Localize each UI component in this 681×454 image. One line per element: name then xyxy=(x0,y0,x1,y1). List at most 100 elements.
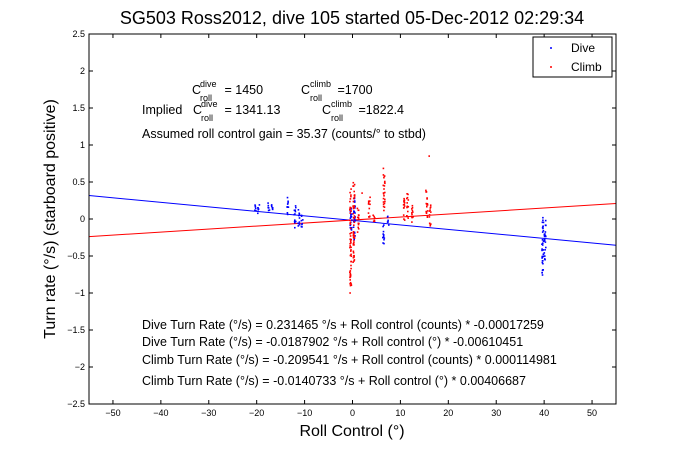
c-dive-value: = 1450 xyxy=(221,83,263,97)
data-point-dive-13-8 xyxy=(544,255,546,257)
data-point-climb-2-6 xyxy=(357,228,360,230)
data-point-dive-10-10 xyxy=(383,242,385,245)
fit-equation-climb-degrees: Climb Turn Rate (°/s) = -0.0140733 °/s +… xyxy=(142,374,526,388)
data-point-climb-9-15 xyxy=(426,204,428,206)
data-point-climb-1-22 xyxy=(352,200,355,203)
x-tick-label: 50 xyxy=(587,408,597,418)
data-point-climb-0-27 xyxy=(349,240,352,243)
data-point-dive-10-5 xyxy=(383,224,385,226)
data-point-climb-2-3 xyxy=(357,226,359,229)
data-point-climb-5-8 xyxy=(382,201,385,203)
data-point-climb-5-20 xyxy=(384,182,386,185)
data-point-climb-9-6 xyxy=(425,191,428,193)
data-point-dive-2-5 xyxy=(267,206,269,209)
implied-climb-base: C xyxy=(322,103,331,117)
data-point-dive-12-32 xyxy=(541,243,543,245)
data-point-dive-13-18 xyxy=(545,246,547,249)
data-point-climb-8-6 xyxy=(411,213,413,216)
data-point-climb-6-12 xyxy=(403,219,406,221)
data-point-climb-0-16 xyxy=(350,238,352,241)
data-point-dive-6-8 xyxy=(298,221,301,223)
y-tick-label: −0.5 xyxy=(67,251,85,261)
fit-equations: Dive Turn Rate (°/s) = 0.231465 °/s + Ro… xyxy=(142,318,557,388)
data-point-climb-5-11 xyxy=(382,192,385,194)
data-point-dive-8-7 xyxy=(350,208,353,210)
implied-climb-sub: roll xyxy=(331,113,343,123)
data-point-dive-12-26 xyxy=(541,249,543,252)
data-point-climb-8-11 xyxy=(412,211,414,213)
data-point-dive-0-3 xyxy=(255,209,257,212)
data-point-dive-12-11 xyxy=(542,219,544,222)
c-climb-base: C xyxy=(301,83,310,97)
data-point-dive-12-33 xyxy=(541,248,543,250)
data-point-climb-1-15 xyxy=(352,207,355,210)
x-axis-label: Roll Control (°) xyxy=(299,423,404,440)
data-point-climb-9-7 xyxy=(425,202,428,205)
data-point-climb-0-31 xyxy=(350,188,352,190)
c-climb-value: =1700 xyxy=(334,83,373,97)
data-point-climb-2-4 xyxy=(356,231,359,233)
data-point-climb-4-1 xyxy=(372,214,374,217)
data-point-dive-13-10 xyxy=(544,219,547,222)
data-point-climb-0-33 xyxy=(349,254,352,257)
data-point-climb-5-2 xyxy=(382,205,385,208)
data-point-dive-8-15 xyxy=(350,213,352,216)
data-point-dive-12-15 xyxy=(542,216,544,219)
data-point-climb-0-40 xyxy=(349,275,352,278)
data-point-climb-10-3 xyxy=(429,207,432,209)
data-point-dive-10-9 xyxy=(382,236,384,239)
data-point-climb-0-11 xyxy=(350,195,352,198)
data-point-climb-0-32 xyxy=(349,191,351,194)
data-point-dive-11-2 xyxy=(386,221,389,223)
data-point-dive-12-3 xyxy=(542,221,545,224)
data-point-dive-6-1 xyxy=(298,217,301,219)
data-point-dive-13-6 xyxy=(543,240,546,242)
data-point-climb-1-14 xyxy=(352,244,355,246)
data-point-dive-12-20 xyxy=(541,244,544,246)
data-point-dive-5-3 xyxy=(295,206,297,209)
data-point-dive-9-14 xyxy=(354,201,356,203)
data-point-dive-5-5 xyxy=(294,209,296,211)
data-point-climb-1-38 xyxy=(352,206,355,209)
data-point-dive-1-5 xyxy=(258,204,261,206)
data-point-climb-0-20 xyxy=(350,264,352,267)
data-point-climb-1-26 xyxy=(353,196,356,199)
data-point-climb-7-10 xyxy=(406,206,408,208)
data-point-climb-0-19 xyxy=(350,206,352,209)
x-tick-label: 20 xyxy=(443,408,453,418)
data-point-climb-3-2 xyxy=(367,212,370,214)
legend-item-climb: Climb xyxy=(550,60,602,74)
data-point-dive-3-2 xyxy=(271,205,273,208)
data-point-climb-0-36 xyxy=(350,246,352,249)
data-point-climb-5-1 xyxy=(382,197,385,200)
data-point-dive-4-6 xyxy=(286,196,289,199)
data-point-climb-0-34 xyxy=(350,194,352,196)
data-point-dive-6-3 xyxy=(298,223,301,225)
data-point-climb-3-11 xyxy=(367,201,370,204)
data-point-climb-0-35 xyxy=(349,198,352,200)
data-point-climb-1-41 xyxy=(353,235,355,238)
data-point-dive-13-21 xyxy=(543,258,546,260)
data-point-climb-3-5 xyxy=(368,216,370,218)
data-point-dive-2-4 xyxy=(268,209,271,211)
data-point-dive-9-18 xyxy=(353,210,355,212)
data-point-climb-0-48 xyxy=(349,200,351,203)
data-point-climb-5-21 xyxy=(384,180,386,183)
data-point-climb-1-19 xyxy=(352,185,354,187)
data-point-dive-1-2 xyxy=(257,207,259,209)
data-point-dive-12-30 xyxy=(542,255,545,258)
data-point-climb-5-7 xyxy=(383,181,386,184)
legend-item-dive: Dive xyxy=(550,41,595,55)
legend-label-dive: Dive xyxy=(571,41,595,55)
data-point-climb-8-5 xyxy=(411,216,413,219)
data-point-dive-10-3 xyxy=(382,225,384,228)
c-dive-sup: dive xyxy=(200,79,217,89)
data-point-climb-2-13 xyxy=(356,207,359,210)
data-point-dive-8-6 xyxy=(351,219,353,221)
implied-dive-base: C xyxy=(193,103,202,117)
data-point-climb-0-44 xyxy=(349,222,351,225)
data-point-climb-0-24 xyxy=(349,284,352,287)
data-point-climb-1-12 xyxy=(353,215,356,217)
data-point-dive-12-24 xyxy=(542,230,545,232)
data-point-climb-10-10 xyxy=(430,223,432,225)
